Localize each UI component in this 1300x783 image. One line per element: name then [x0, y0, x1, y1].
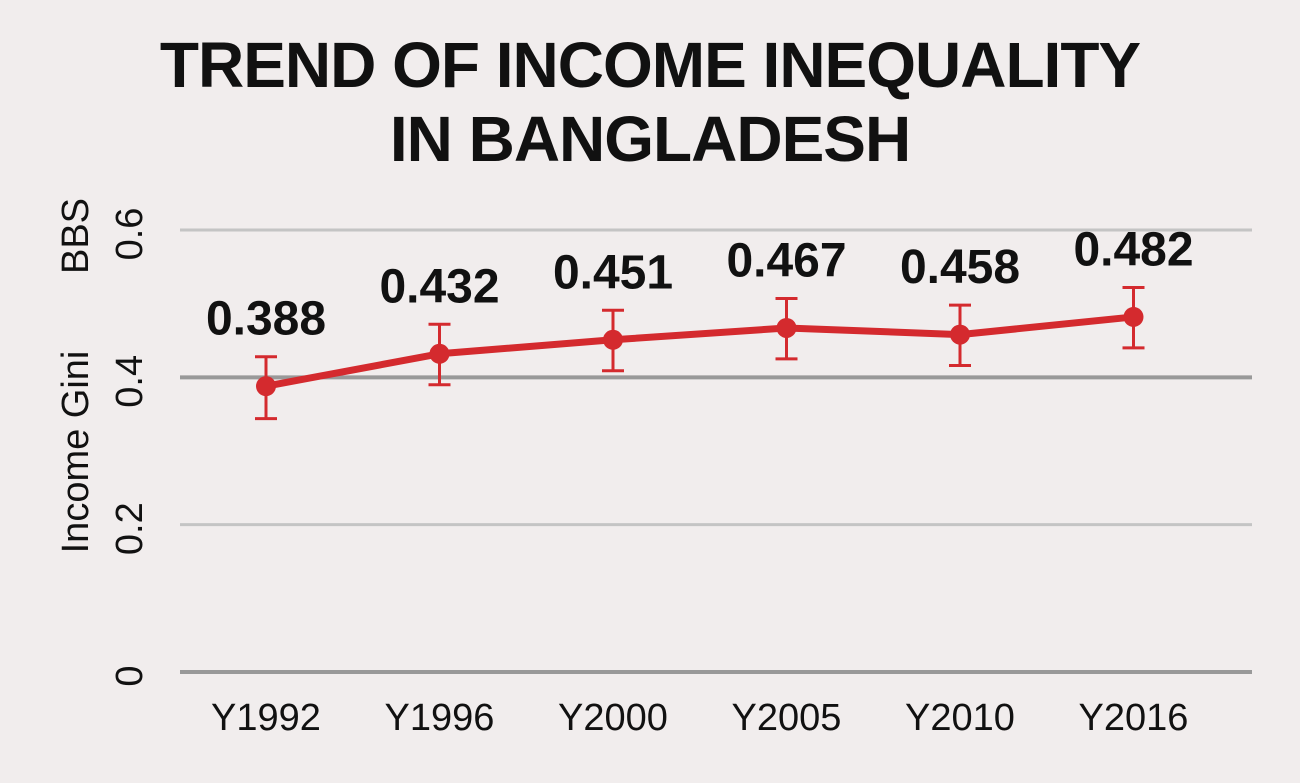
data-label: 0.451	[553, 246, 673, 299]
chart-title-line-1: TREND OF INCOME INEQUALITY	[159, 29, 1141, 101]
data-point	[1123, 306, 1144, 327]
data-point	[256, 376, 276, 397]
data-point	[776, 317, 797, 338]
data-label: 0.432	[379, 260, 499, 313]
y-tick-labels: 0 0.2 0.4 0.6	[109, 208, 151, 687]
data-point	[429, 343, 450, 364]
y-axis-label-line-1: BBS	[55, 198, 97, 274]
data-point	[603, 329, 623, 350]
data-label: 0.458	[900, 241, 1020, 294]
x-tick-label: Y2000	[558, 697, 668, 739]
y-tick-label: 0	[109, 665, 151, 686]
x-tick-label: Y1996	[385, 697, 495, 739]
series-income-gini	[255, 285, 1145, 421]
y-tick-label: 0.4	[109, 355, 151, 408]
chart-title: TREND OF INCOME INEQUALITY IN BANGLADESH	[0, 28, 1300, 176]
series-line	[262, 313, 1137, 390]
y-tick-label: 0.6	[109, 208, 151, 261]
data-label: 0.388	[206, 293, 326, 346]
data-point	[950, 324, 970, 345]
y-tick-label: 0.2	[109, 502, 151, 555]
y-axis-label-line-2: Income Gini	[55, 351, 97, 554]
x-tick-label: Y2016	[1079, 697, 1189, 739]
chart-title-line-2: IN BANGLADESH	[389, 103, 911, 175]
x-tick-label: Y2010	[905, 697, 1015, 739]
data-labels: 0.388 0.432 0.451 0.467 0.458 0.482	[206, 223, 1194, 345]
data-label: 0.482	[1073, 223, 1193, 276]
y-axis-label: BBS Income Gini	[55, 198, 97, 553]
grid-lines	[180, 228, 1252, 674]
x-tick-label: Y2005	[732, 697, 842, 739]
x-tick-label: Y1992	[211, 697, 321, 739]
x-tick-labels: Y1992 Y1996 Y2000 Y2005 Y2010 Y2016	[211, 697, 1188, 739]
data-label: 0.467	[726, 235, 846, 288]
